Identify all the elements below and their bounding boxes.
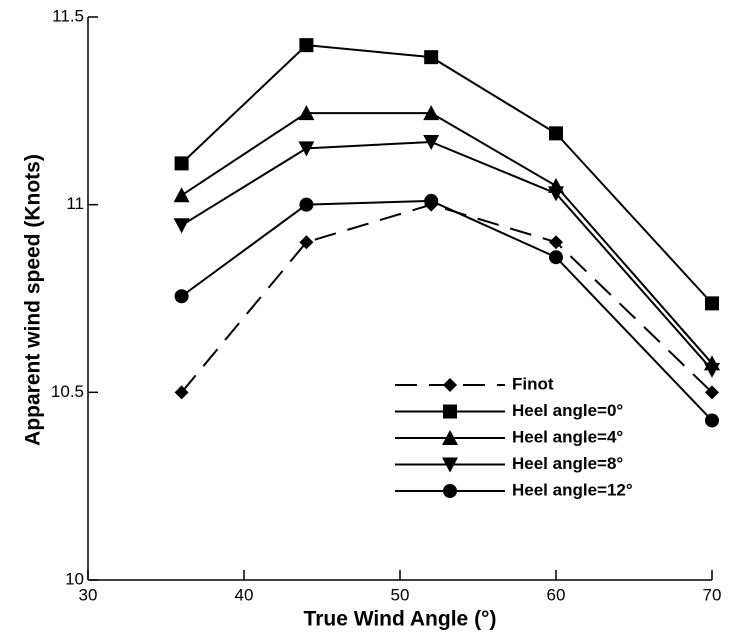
marker <box>549 235 563 250</box>
marker <box>423 134 440 150</box>
y-tick-label: 10.5 <box>51 382 84 401</box>
x-tick-label: 40 <box>235 585 254 604</box>
marker <box>549 126 563 141</box>
legend-marker <box>443 484 457 498</box>
legend-marker <box>442 430 458 445</box>
legend-label: Finot <box>512 374 554 393</box>
series-line <box>180 44 713 305</box>
x-tick-label: 70 <box>703 585 722 604</box>
marker <box>173 218 190 234</box>
x-tick-label: 60 <box>547 585 566 604</box>
y-tick-label: 11 <box>66 194 84 213</box>
marker <box>299 38 314 53</box>
marker <box>423 105 440 121</box>
marker <box>549 250 563 265</box>
marker <box>548 186 564 202</box>
series-line <box>181 140 713 371</box>
y-tick-label: 10 <box>65 569 84 588</box>
marker <box>298 105 315 121</box>
marker <box>174 156 189 171</box>
marker <box>705 385 719 400</box>
legend-label: Heel angle=8° <box>512 454 623 473</box>
x-tick-label: 50 <box>391 585 410 604</box>
x-tick-label: 30 <box>79 585 98 604</box>
legend-label: Heel angle=4° <box>512 427 623 446</box>
marker <box>299 197 314 212</box>
legend-marker <box>443 378 457 392</box>
y-axis-label: Apparent wind speed (Knots) <box>22 154 45 446</box>
legend-marker <box>442 457 458 473</box>
marker <box>705 413 719 428</box>
y-tick-label: 11.5 <box>52 6 84 25</box>
marker <box>299 235 314 250</box>
marker <box>424 50 439 65</box>
marker <box>173 187 190 203</box>
marker <box>174 289 189 304</box>
legend-label: Heel angle=0° <box>512 401 623 420</box>
marker <box>174 385 189 400</box>
legend-label: Heel angle=12° <box>512 480 633 499</box>
series-line <box>180 203 713 394</box>
legend-marker <box>443 404 457 419</box>
x-axis-label: True Wind Angle (°) <box>304 608 497 631</box>
marker <box>705 296 719 311</box>
marker <box>704 362 720 378</box>
marker <box>424 193 439 208</box>
marker <box>298 141 315 157</box>
